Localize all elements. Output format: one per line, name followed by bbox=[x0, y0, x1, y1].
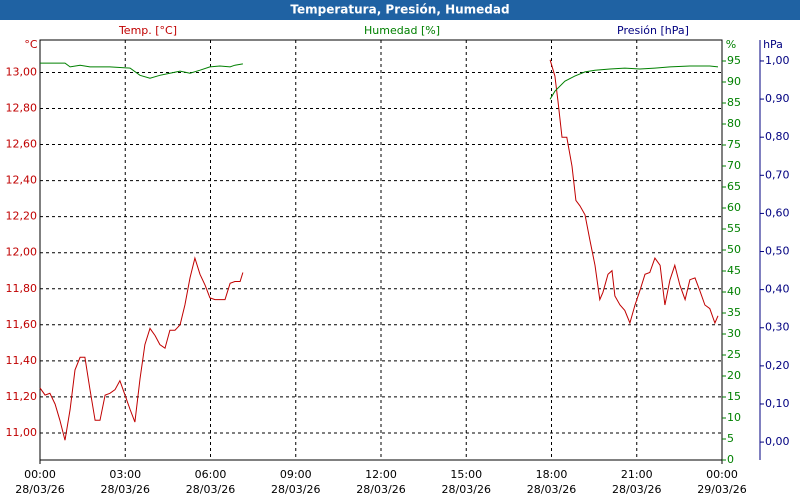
x-tick-date: 28/03/26 bbox=[356, 483, 405, 496]
x-tick-date: 28/03/26 bbox=[271, 483, 320, 496]
legend-entry: Humedad [%] bbox=[364, 24, 440, 37]
y2-tick-label: 15 bbox=[727, 390, 741, 403]
y-tick-label: 11,60 bbox=[6, 318, 38, 331]
x-tick-label: 06:00 bbox=[195, 468, 227, 481]
x-tick-date: 28/03/26 bbox=[101, 483, 150, 496]
y-tick-label: 12,00 bbox=[6, 246, 38, 259]
y2-tick-label: 80 bbox=[727, 117, 741, 130]
y2-tick-label: 0 bbox=[727, 453, 734, 466]
y2-tick-label: 35 bbox=[727, 306, 741, 319]
y2-tick-label: 85 bbox=[727, 96, 741, 109]
x-tick-date: 28/03/26 bbox=[186, 483, 235, 496]
x-tick-label: 12:00 bbox=[365, 468, 397, 481]
y2-axis-unit: % bbox=[726, 38, 736, 51]
x-tick-date: 29/03/26 bbox=[697, 483, 746, 496]
y2-tick-label: 60 bbox=[727, 201, 741, 214]
y2-tick-label: 50 bbox=[727, 243, 741, 256]
y3-tick-label: 0,60 bbox=[765, 206, 790, 219]
y2-tick-label: 90 bbox=[727, 75, 741, 88]
y-tick-label: 13,00 bbox=[6, 65, 38, 78]
y2-tick-label: 75 bbox=[727, 138, 741, 151]
y2-tick-label: 40 bbox=[727, 285, 741, 298]
y3-tick-label: 1,00 bbox=[765, 54, 790, 67]
y2-tick-label: 95 bbox=[727, 54, 741, 67]
x-tick-date: 28/03/26 bbox=[15, 483, 64, 496]
y3-tick-label: 0,50 bbox=[765, 245, 790, 258]
y2-tick-label: 45 bbox=[727, 264, 741, 277]
y2-tick-label: 5 bbox=[727, 432, 734, 445]
y-tick-label: 12,60 bbox=[6, 138, 38, 151]
y-tick-label: 11,80 bbox=[6, 282, 38, 295]
chart-title: Temperatura, Presión, Humedad bbox=[290, 3, 509, 17]
x-tick-date: 28/03/26 bbox=[612, 483, 661, 496]
y3-tick-label: 0,30 bbox=[765, 321, 790, 334]
y3-tick-label: 0,80 bbox=[765, 130, 790, 143]
title-bar bbox=[0, 0, 800, 20]
y3-axis-unit: hPa bbox=[763, 38, 783, 51]
y2-tick-label: 10 bbox=[727, 411, 741, 424]
y3-tick-label: 0,90 bbox=[765, 92, 790, 105]
x-tick-label: 18:00 bbox=[536, 468, 568, 481]
y2-tick-label: 20 bbox=[727, 369, 741, 382]
y3-tick-label: 0,20 bbox=[765, 359, 790, 372]
series-line bbox=[40, 62, 719, 100]
y-tick-label: 11,20 bbox=[6, 390, 38, 403]
x-tick-date: 28/03/26 bbox=[527, 483, 576, 496]
y3-tick-label: 0,70 bbox=[765, 168, 790, 181]
legend-entry: Presión [hPa] bbox=[617, 24, 689, 37]
legend-entry: Temp. [°C] bbox=[118, 24, 177, 37]
x-tick-label: 03:00 bbox=[109, 468, 141, 481]
y3-tick-label: 0,10 bbox=[765, 397, 790, 410]
series-line bbox=[39, 59, 719, 441]
y-tick-label: 12,40 bbox=[6, 174, 38, 187]
y-tick-label: 11,40 bbox=[6, 354, 38, 367]
y-tick-label: 12,80 bbox=[6, 101, 38, 114]
y2-tick-label: 70 bbox=[727, 159, 741, 172]
x-tick-label: 00:00 bbox=[706, 468, 738, 481]
x-tick-date: 28/03/26 bbox=[442, 483, 491, 496]
x-tick-label: 00:00 bbox=[24, 468, 56, 481]
x-tick-label: 09:00 bbox=[280, 468, 312, 481]
y2-tick-label: 65 bbox=[727, 180, 741, 193]
y-axis-unit: °C bbox=[24, 38, 38, 51]
y2-tick-label: 55 bbox=[727, 222, 741, 235]
y-tick-label: 12,20 bbox=[6, 210, 38, 223]
y2-tick-label: 30 bbox=[727, 327, 741, 340]
y-tick-label: 11,00 bbox=[6, 426, 38, 439]
x-tick-label: 21:00 bbox=[621, 468, 653, 481]
x-tick-label: 15:00 bbox=[450, 468, 482, 481]
y3-tick-label: 0,40 bbox=[765, 283, 790, 296]
y3-tick-label: 0,00 bbox=[765, 435, 790, 448]
y2-tick-label: 25 bbox=[727, 348, 741, 361]
